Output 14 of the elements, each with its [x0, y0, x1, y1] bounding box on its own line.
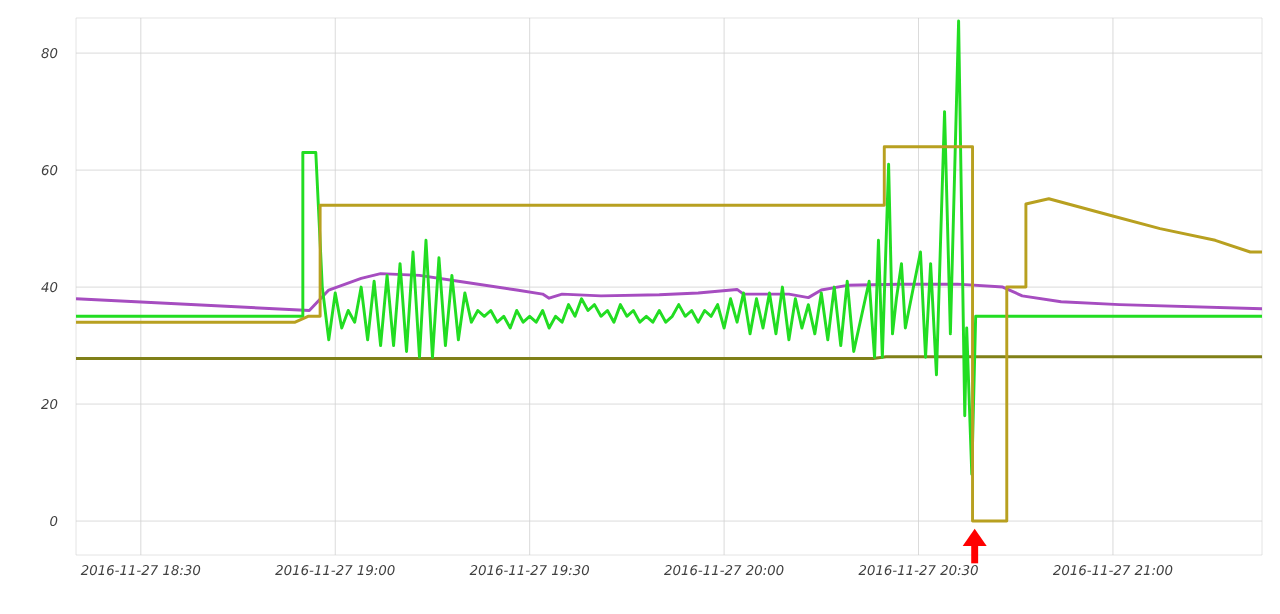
y-tick-label: 80 — [41, 48, 58, 59]
line-series — [76, 272, 1263, 312]
x-tick-label: 2016-11-27 20:30 — [858, 565, 978, 576]
y-tick-label: 0 — [50, 516, 58, 527]
x-tick-label: 2016-11-27 21:00 — [1052, 565, 1173, 576]
y-tick-label: 60 — [41, 165, 58, 176]
line-series — [76, 19, 1263, 476]
x-tick-label: 2016-11-27 19:30 — [469, 565, 590, 576]
y-tick-label: 20 — [41, 399, 58, 410]
x-tick-label: 2016-11-27 18:30 — [80, 565, 201, 576]
y-tick-label: 40 — [41, 282, 58, 293]
x-tick-label: 2016-11-27 19:00 — [275, 565, 395, 576]
x-tick-label: 2016-11-27 20:00 — [664, 565, 784, 576]
line-series — [76, 145, 1263, 523]
